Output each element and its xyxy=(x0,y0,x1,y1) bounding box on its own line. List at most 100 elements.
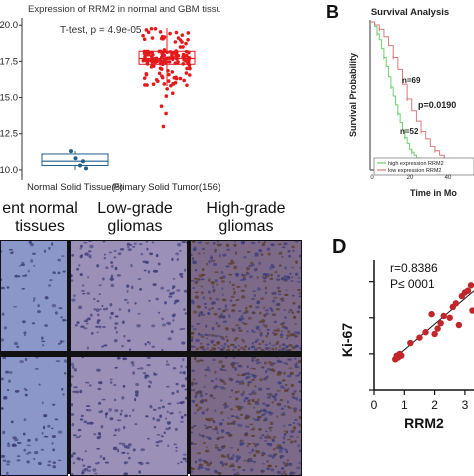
tumor-point xyxy=(158,66,163,71)
tumor-point xyxy=(164,56,168,61)
normal-point xyxy=(81,159,85,164)
panel-a-ytick-label: 15.0 xyxy=(0,93,18,104)
tumor-point xyxy=(165,50,170,55)
tumor-outlier-point xyxy=(164,94,169,98)
tumor-point xyxy=(142,37,147,42)
tumor-point xyxy=(146,30,151,34)
panel-a-xtick-normal: Normal Solid Tissue(5) xyxy=(27,182,123,193)
panel-a-ytick-label: 17.5 xyxy=(0,56,18,67)
tumor-point xyxy=(152,57,157,62)
ihc-image-normal-2 xyxy=(0,356,68,476)
scatter-point xyxy=(428,310,435,318)
scatter-point xyxy=(416,334,423,341)
panel-b-xlabel: Time in Mo xyxy=(410,188,457,198)
ihc-header-normal-line1: ent normal xyxy=(2,200,78,217)
tumor-point xyxy=(158,61,163,66)
tumor-point xyxy=(178,76,183,81)
panel-b-xtick-0: 0 xyxy=(370,175,374,181)
tumor-point xyxy=(180,33,185,37)
regression-line xyxy=(394,290,474,358)
ihc-header-low-line2: gliomas xyxy=(107,218,163,235)
tumor-point xyxy=(170,70,175,74)
tumor-point xyxy=(166,79,171,83)
tumor-point xyxy=(187,55,192,60)
tumor-point xyxy=(185,83,189,88)
tumor-point xyxy=(143,50,147,55)
scatter-point xyxy=(469,307,474,314)
panel-b-pvalue: p=0.0190 xyxy=(418,100,456,110)
tumor-point xyxy=(184,53,189,58)
tumor-point xyxy=(160,34,165,39)
ihc-header-normal-line2: tissues xyxy=(15,218,65,235)
tumor-point xyxy=(186,59,191,63)
panel-d-scatter-chart: Ki-67 0 1 2 3 r=0.8386 P≤ 0001 RRM2 xyxy=(339,260,474,431)
tumor-point xyxy=(187,73,192,77)
panel-d-xlabel: RRM2 xyxy=(404,415,444,431)
tumor-point xyxy=(181,45,185,49)
tumor-point xyxy=(160,75,165,80)
panel-b-letter: B xyxy=(326,2,339,22)
scatter-point xyxy=(452,300,460,307)
panel-d-xtick-label: 2 xyxy=(431,398,438,412)
panel-b-ylabel: Survival Probability xyxy=(348,53,358,137)
tumor-point xyxy=(161,53,165,58)
tumor-point xyxy=(170,57,175,62)
tumor-point xyxy=(162,49,167,54)
ihc-header-high-line2: gliomas xyxy=(218,218,274,235)
tumor-point xyxy=(181,62,186,66)
tumor-point xyxy=(143,58,147,62)
tumor-point xyxy=(173,61,178,65)
tumor-point xyxy=(182,78,186,83)
panel-a-ytick-label: 20.0 xyxy=(0,20,18,31)
tumor-point xyxy=(164,60,168,65)
tumor-point xyxy=(144,72,149,76)
tumor-point xyxy=(157,71,162,76)
scatter-point xyxy=(422,329,429,336)
tumor-point xyxy=(149,26,154,31)
survival-curve xyxy=(370,21,452,163)
panel-d-xtick-label: 3 xyxy=(462,398,469,412)
tumor-point xyxy=(187,63,192,68)
scatter-point xyxy=(437,319,444,327)
panel-b-survival-chart: Survival Analysis Survival Probability n… xyxy=(348,7,474,198)
tumor-point xyxy=(151,82,156,87)
tumor-point xyxy=(178,45,183,49)
tumor-point xyxy=(184,41,188,46)
tumor-point xyxy=(181,54,185,59)
panel-b-legend-low: low expression RRM2 xyxy=(388,168,442,174)
tumor-point xyxy=(157,49,162,54)
tumor-point xyxy=(176,36,181,40)
tumor-outlier-point xyxy=(165,87,169,91)
scatter-point xyxy=(431,330,438,338)
ihc-image-high-1 xyxy=(190,240,302,352)
tumor-point xyxy=(184,71,189,75)
panel-b-xtick-40: 40 xyxy=(445,175,452,181)
tumor-point xyxy=(172,75,177,80)
box-body xyxy=(41,153,109,167)
tumor-point xyxy=(185,66,189,71)
panel-d-ylabel: Ki-67 xyxy=(339,323,355,357)
tumor-point xyxy=(154,78,159,82)
tumor-point xyxy=(158,58,163,63)
normal-point xyxy=(73,156,78,161)
panel-b-title: Survival Analysis xyxy=(371,7,449,18)
tumor-point xyxy=(145,83,149,87)
panel-d-xtick-label: 1 xyxy=(401,398,408,412)
tumor-point xyxy=(173,40,178,44)
panel-a-xtick-tumor: Primary Solid Tumor(156) xyxy=(113,182,220,193)
panel-d-xtick-label: 0 xyxy=(371,398,378,412)
tumor-outlier-point xyxy=(159,104,164,109)
scatter-point xyxy=(434,325,441,332)
tumor-point xyxy=(174,30,179,35)
normal-point xyxy=(84,166,88,171)
ihc-header-low-line1: Low-grade xyxy=(97,200,173,217)
scatter-point xyxy=(467,282,474,289)
tumor-point xyxy=(168,31,172,36)
tumor-point xyxy=(145,62,150,66)
tumor-point xyxy=(150,36,155,40)
panel-a-title: Expression of RRM2 in normal and GBM tis… xyxy=(28,4,220,15)
ihc-header-high: High-grade gliomas xyxy=(190,200,302,236)
tumor-point xyxy=(141,33,145,38)
tumor-point xyxy=(167,72,171,77)
tumor-point xyxy=(182,58,186,62)
